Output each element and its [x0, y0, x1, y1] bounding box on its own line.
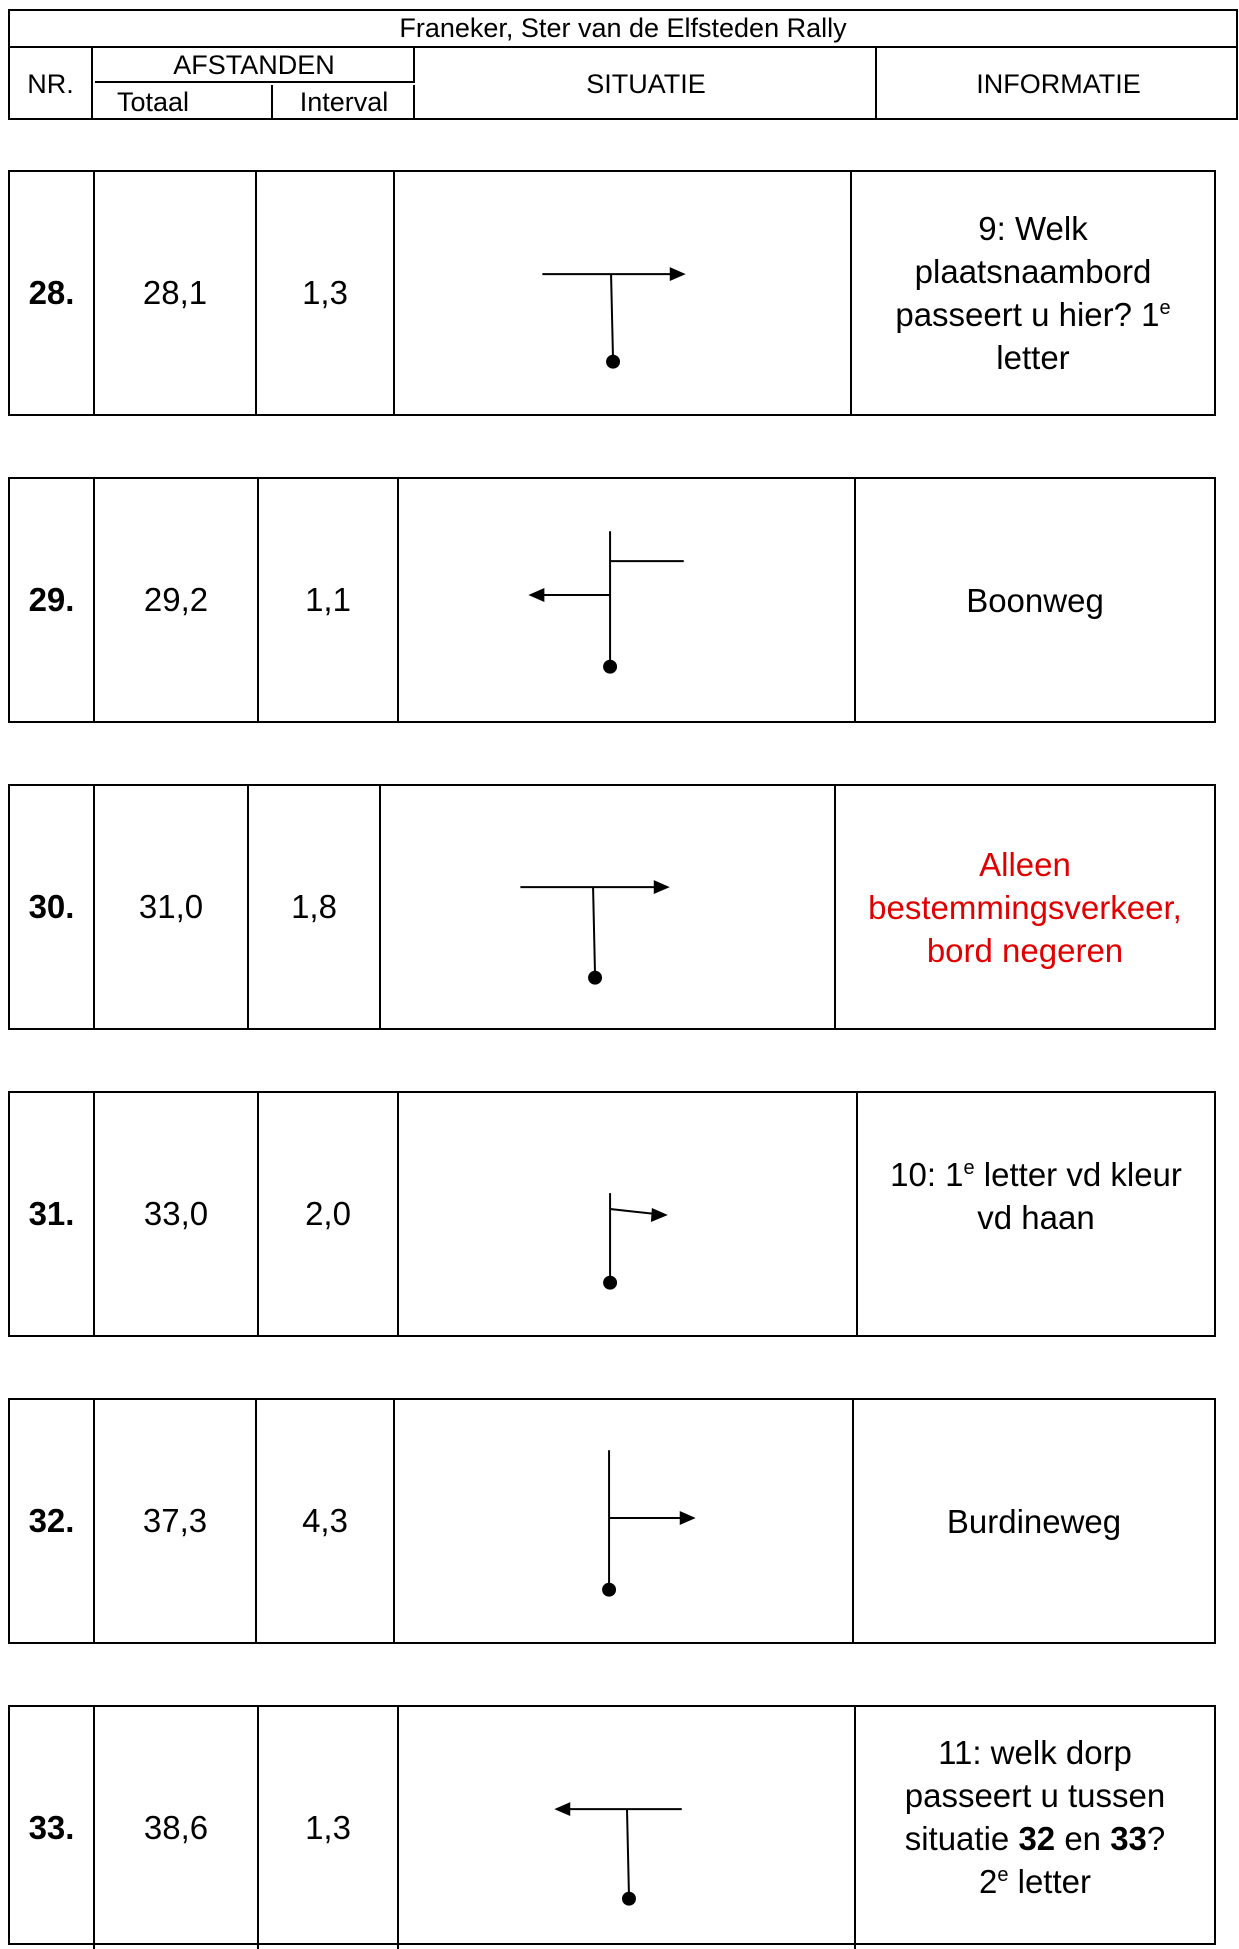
route-row: 32. 37,3 4,3 Burdineweg	[8, 1398, 1216, 1644]
col-informatie-header: INFORMATIE	[976, 69, 1141, 99]
row-number: 32.	[10, 1400, 95, 1642]
row-totaal: 29,2	[95, 479, 259, 721]
row-number: 30.	[10, 786, 95, 1028]
row-informatie: 11: welk dorp passeert u tussen situatie…	[904, 1734, 1166, 1900]
row-totaal: 38,6	[95, 1707, 259, 1949]
row-interval: 1,3	[259, 1707, 399, 1949]
row-number: 28.	[10, 172, 95, 414]
row-totaal: 28,1	[95, 172, 257, 414]
row-informatie: 10: 1e letter vd kleur vd haan	[890, 1156, 1182, 1236]
col-afstanden-header: AFSTANDEN	[95, 48, 415, 83]
row-interval: 2,0	[259, 1093, 399, 1335]
row-interval: 1,1	[259, 479, 399, 721]
route-row: 28. 28,1 1,3 9: Welk plaatsnaambord pass…	[8, 170, 1216, 416]
route-row: 33. 38,6 1,3 11: welk dorp passeert u tu…	[8, 1705, 1216, 1949]
col-nr-header: NR.	[10, 48, 93, 120]
row-informatie: 9: Welk plaatsnaambord passeert u hier? …	[895, 210, 1171, 376]
situation-diagram	[399, 1707, 856, 1949]
route-table-header: Franeker, Ster van de Elfsteden Rally NR…	[8, 9, 1238, 120]
row-informatie: Boonweg	[966, 581, 1104, 619]
t-junction-right-arrow-icon	[542, 267, 686, 369]
side-road-right-arrow-icon	[602, 1450, 696, 1597]
rally-title: Franeker, Ster van de Elfsteden Rally	[10, 11, 1236, 48]
situation-diagram	[399, 1093, 858, 1335]
row-interval: 1,3	[257, 172, 395, 414]
t-junction-right-arrow-icon	[520, 880, 670, 985]
situation-diagram	[395, 172, 852, 414]
row-totaal: 31,0	[95, 786, 249, 1028]
situation-diagram	[381, 786, 836, 1028]
situation-diagram	[399, 479, 856, 721]
route-row: 31. 33,0 2,0 10: 1e letter vd kleur vd h…	[8, 1091, 1216, 1337]
row-totaal: 33,0	[95, 1093, 259, 1335]
row-informatie: Alleen bestemmingsverkeer, bord negeren	[868, 845, 1182, 969]
col-totaal-header: Totaal	[95, 85, 273, 120]
route-row: 30. 31,0 1,8 Alleen bestemmingsverkeer, …	[8, 784, 1216, 1030]
row-number: 31.	[10, 1093, 95, 1335]
row-interval: 1,8	[249, 786, 381, 1028]
col-situatie-header: SITUATIE	[417, 48, 877, 120]
situation-diagram	[395, 1400, 854, 1642]
row-informatie: Burdineweg	[946, 1502, 1122, 1540]
route-row: 29. 29,2 1,1 Boonweg	[8, 477, 1216, 723]
t-junction-left-arrow-icon	[554, 1802, 682, 1906]
col-interval-header: Interval	[275, 85, 415, 120]
row-interval: 4,3	[257, 1400, 395, 1642]
row-totaal: 37,3	[95, 1400, 257, 1642]
crossing-left-arrow-icon	[528, 531, 684, 674]
fork-right-arrow-icon	[603, 1193, 668, 1290]
row-number: 29.	[10, 479, 95, 721]
row-number: 33.	[10, 1707, 95, 1949]
